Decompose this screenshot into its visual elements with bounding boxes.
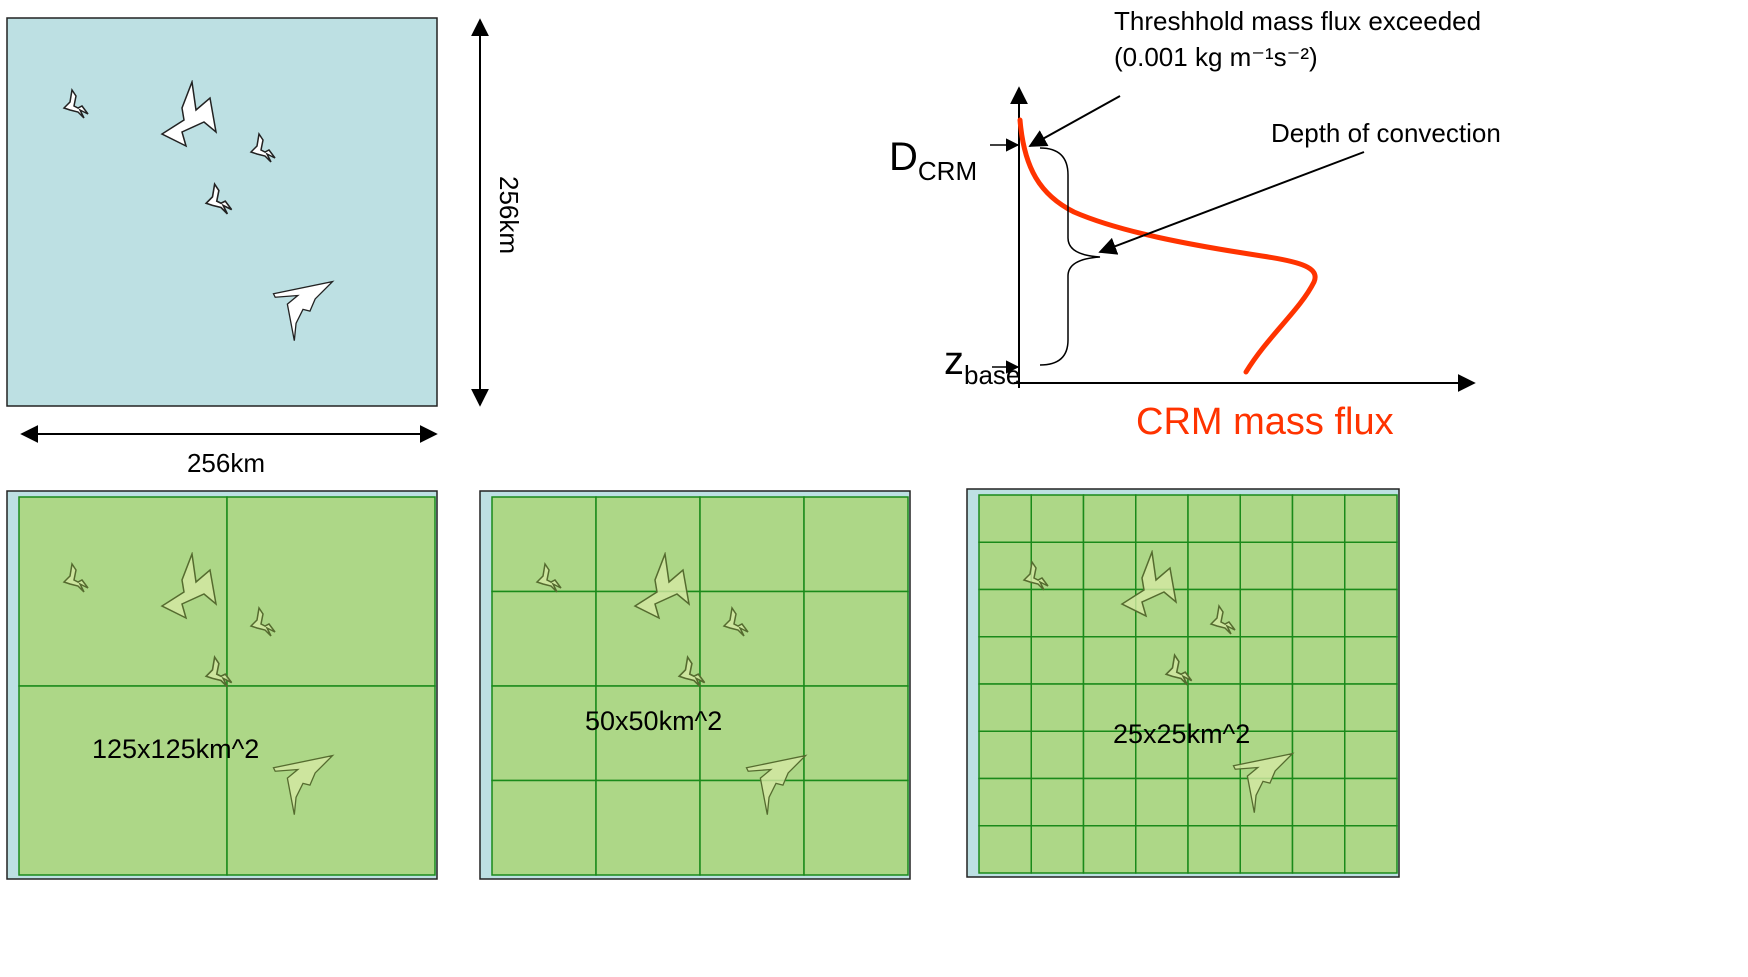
grid-cell — [804, 592, 908, 687]
grid-cell — [979, 637, 1031, 684]
grid-cell — [1345, 826, 1397, 873]
grid-cell — [1084, 826, 1136, 873]
grid-cell — [700, 497, 804, 592]
grid-cell — [1293, 779, 1345, 826]
domain-width-label: 256km — [187, 448, 265, 478]
grid-cell — [804, 497, 908, 592]
averaging-panel: 125x125km^2 — [7, 491, 437, 879]
grid-cell — [492, 592, 596, 687]
grid-cell — [1031, 637, 1083, 684]
grid-cell — [227, 497, 435, 686]
grid-cell — [1240, 637, 1292, 684]
grid-cell — [1293, 542, 1345, 589]
grid-cell — [1031, 590, 1083, 637]
grid-cell — [1188, 495, 1240, 542]
grid-cell — [1084, 590, 1136, 637]
grid-cell — [1345, 684, 1397, 731]
threshold-label: Threshhold mass flux exceeded — [1114, 6, 1481, 36]
grid-cell — [979, 684, 1031, 731]
grid-cell — [1293, 826, 1345, 873]
grid-cell — [1345, 495, 1397, 542]
grid-cell — [700, 592, 804, 687]
grid-cell — [1345, 542, 1397, 589]
z-base-subscript: base — [964, 360, 1020, 390]
domain-box — [7, 18, 437, 406]
grid-cell — [1345, 779, 1397, 826]
panel-resolution-label: 50x50km^2 — [585, 706, 722, 736]
panel-resolution-label: 125x125km^2 — [92, 734, 259, 764]
grid-cell — [1031, 495, 1083, 542]
domain-height-label: 256km — [494, 176, 524, 254]
grid-cell — [1188, 637, 1240, 684]
grid-cell — [979, 779, 1031, 826]
averaging-panel: 25x25km^2 — [967, 489, 1399, 877]
z-base-main: z — [944, 339, 964, 383]
grid-cell — [1084, 779, 1136, 826]
grid-cell — [1293, 731, 1345, 778]
grid-cell — [1345, 590, 1397, 637]
averaging-panel: 50x50km^2 — [480, 491, 910, 879]
grid-cell — [1136, 779, 1188, 826]
grid-cell — [1031, 731, 1083, 778]
threshold-value-label: (0.001 kg m⁻¹s⁻²) — [1114, 42, 1318, 72]
grid-cell — [492, 781, 596, 876]
grid-cell — [1293, 495, 1345, 542]
depth-pointer — [1100, 152, 1364, 252]
grid-cell — [979, 731, 1031, 778]
grid-cell — [1031, 826, 1083, 873]
grid-cell — [492, 686, 596, 781]
grid-cell — [19, 686, 227, 875]
grid-cell — [227, 686, 435, 875]
depth-of-convection-label: Depth of convection — [1271, 118, 1501, 148]
grid-cell — [700, 781, 804, 876]
grid-cell — [1240, 779, 1292, 826]
grid-cell — [1188, 779, 1240, 826]
grid-cell — [596, 781, 700, 876]
grid-cell — [1136, 495, 1188, 542]
grid-cell — [1031, 779, 1083, 826]
averaging-panels: 125x125km^2 50x50km^2 25x25km^2 — [7, 489, 1399, 879]
grid-cell — [1188, 826, 1240, 873]
d-crm-label: DCRM — [889, 135, 977, 186]
grid-cell — [1084, 495, 1136, 542]
grid-cell — [1240, 542, 1292, 589]
threshold-pointer — [1030, 96, 1120, 146]
grid-cell — [1188, 542, 1240, 589]
grid-cell — [1240, 826, 1292, 873]
grid-cell — [1240, 495, 1292, 542]
d-crm-main: D — [889, 135, 918, 179]
grid-cell — [1293, 684, 1345, 731]
grid-cell — [1293, 637, 1345, 684]
grid-cell — [1031, 684, 1083, 731]
mass-flux-profile: Threshhold mass flux exceeded (0.001 kg … — [889, 6, 1501, 443]
d-crm-subscript: CRM — [918, 156, 977, 186]
grid-cell — [804, 686, 908, 781]
grid-cell — [1345, 731, 1397, 778]
full-domain — [7, 18, 437, 406]
grid-cell — [804, 781, 908, 876]
grid-cell — [1084, 542, 1136, 589]
mass-flux-axis-label: CRM mass flux — [1136, 401, 1394, 443]
z-base-label: zbase — [944, 339, 1020, 390]
grid-cell — [979, 826, 1031, 873]
grid-cell — [1188, 590, 1240, 637]
grid-cell — [1345, 637, 1397, 684]
grid-cell — [1084, 637, 1136, 684]
grid-cell — [1240, 590, 1292, 637]
grid-cell — [979, 495, 1031, 542]
grid-cell — [979, 590, 1031, 637]
grid-cell — [1136, 826, 1188, 873]
grid-cell — [979, 542, 1031, 589]
convection-depth-brace — [1040, 148, 1100, 365]
grid-cell — [1293, 590, 1345, 637]
panel-resolution-label: 25x25km^2 — [1113, 719, 1250, 749]
